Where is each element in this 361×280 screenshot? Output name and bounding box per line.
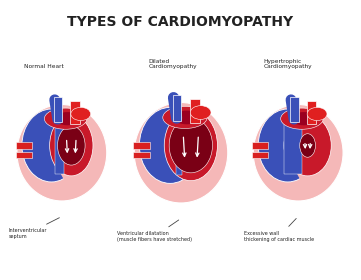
Bar xyxy=(252,152,268,158)
Ellipse shape xyxy=(253,104,343,201)
Polygon shape xyxy=(176,116,182,175)
Bar xyxy=(54,97,62,122)
Ellipse shape xyxy=(71,108,91,121)
Ellipse shape xyxy=(56,108,98,188)
Text: Excessive wall
thickening of cardiac muscle: Excessive wall thickening of cardiac mus… xyxy=(244,218,314,242)
Ellipse shape xyxy=(291,112,317,125)
Bar xyxy=(190,99,200,123)
Bar xyxy=(70,101,80,124)
Polygon shape xyxy=(55,117,64,174)
Ellipse shape xyxy=(55,112,81,125)
Ellipse shape xyxy=(134,102,228,203)
Bar xyxy=(133,142,150,149)
Bar xyxy=(306,101,316,124)
Ellipse shape xyxy=(44,108,87,129)
FancyArrowPatch shape xyxy=(291,100,294,119)
FancyArrowPatch shape xyxy=(174,98,177,118)
Ellipse shape xyxy=(173,111,200,124)
Ellipse shape xyxy=(284,115,331,176)
Bar xyxy=(133,152,150,158)
Ellipse shape xyxy=(17,104,107,201)
Bar xyxy=(16,152,32,158)
Text: Ventricular dilatation
(muscle fibers have stretched): Ventricular dilatation (muscle fibers ha… xyxy=(117,220,192,242)
Text: TYPES OF CARDIOMYOPATHY: TYPES OF CARDIOMYOPATHY xyxy=(67,15,293,29)
Ellipse shape xyxy=(300,134,316,157)
Ellipse shape xyxy=(280,108,323,129)
Ellipse shape xyxy=(50,115,93,176)
Ellipse shape xyxy=(163,106,207,129)
Ellipse shape xyxy=(307,108,327,121)
Ellipse shape xyxy=(57,126,85,165)
FancyArrowPatch shape xyxy=(55,100,58,119)
Bar xyxy=(252,143,268,149)
Polygon shape xyxy=(284,117,302,174)
Ellipse shape xyxy=(292,108,335,188)
Ellipse shape xyxy=(190,106,211,119)
Text: Hypertrophic
Cardiomyopathy: Hypertrophic Cardiomyopathy xyxy=(264,59,312,69)
Ellipse shape xyxy=(22,109,81,182)
Ellipse shape xyxy=(258,109,317,182)
Text: Normal Heart: Normal Heart xyxy=(25,64,64,69)
Bar xyxy=(290,97,299,122)
Ellipse shape xyxy=(169,118,213,173)
Ellipse shape xyxy=(139,108,201,183)
Ellipse shape xyxy=(164,110,217,181)
Bar xyxy=(16,143,32,149)
Bar xyxy=(173,95,182,121)
Ellipse shape xyxy=(175,106,219,190)
Text: Dilated
Cardiomyopathy: Dilated Cardiomyopathy xyxy=(148,59,197,69)
Text: Interventricular
septum: Interventricular septum xyxy=(9,218,59,239)
